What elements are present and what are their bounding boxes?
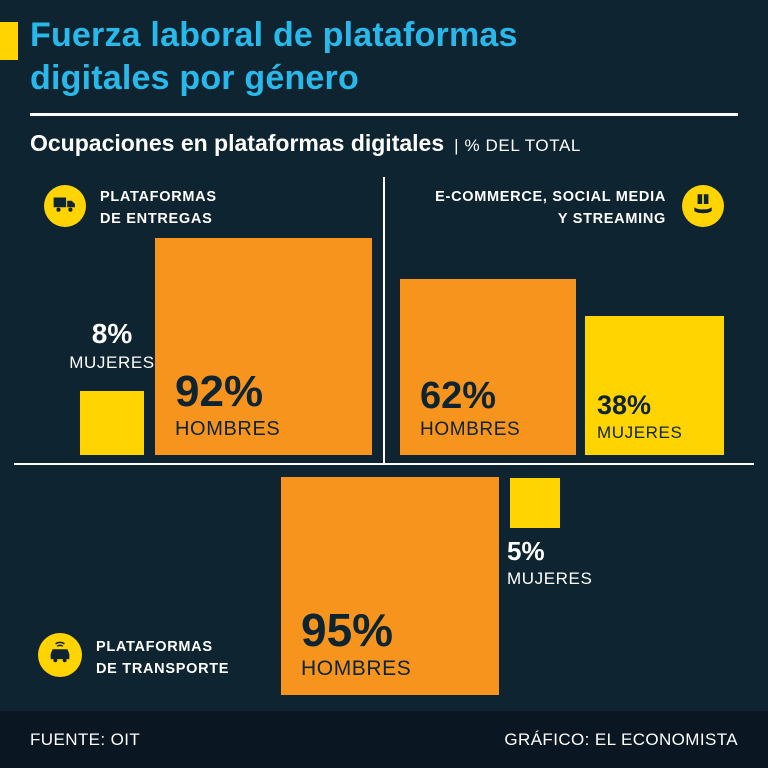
value-label: 8% <box>91 318 133 349</box>
car-signal-icon <box>46 639 74 672</box>
category-label: HOMBRES <box>175 418 281 440</box>
entregas-section-label: PLATAFORMAS DE ENTREGAS <box>100 187 217 231</box>
entregas-label-line2: DE ENTREGAS <box>100 210 213 227</box>
delivery-truck-icon <box>52 191 78 222</box>
title-line-2: digitales por género <box>30 59 359 98</box>
bar-transporte-hombres: 95% HOMBRES <box>281 477 499 695</box>
bar-entregas-mujeres <box>80 391 144 455</box>
value-label: 62% <box>420 375 497 417</box>
footer-bar: FUENTE: OIT GRÁFICO: EL ECONOMISTA <box>0 711 768 768</box>
bar-entregas-mujeres-labels: 8% MUJERES <box>48 320 176 373</box>
value-label: 92% <box>175 367 264 416</box>
transporte-section-label: PLATAFORMAS DE TRANSPORTE <box>96 637 229 681</box>
ecommerce-label-line2: Y STREAMING <box>557 210 666 227</box>
category-label: MUJERES <box>69 353 155 372</box>
value-label: 38% <box>597 390 652 420</box>
chart-subtitle-note: | % DEL TOTAL <box>454 136 581 155</box>
source-credit: FUENTE: OIT <box>30 729 141 749</box>
bar-ecommerce-hombres: 62% HOMBRES <box>400 279 576 455</box>
bar-transporte-mujeres-labels: 5% MUJERES <box>507 538 657 589</box>
title-divider <box>30 113 738 116</box>
chart-subtitle: Ocupaciones en plataformas digitales <box>30 130 445 156</box>
category-label: MUJERES <box>597 423 683 442</box>
bar-ecommerce-mujeres-labels: 38% MUJERES <box>597 392 682 443</box>
value-label: 5% <box>507 536 545 566</box>
bar-ecommerce-mujeres: 38% MUJERES <box>585 316 724 455</box>
category-label: HOMBRES <box>301 657 412 680</box>
transporte-label-line2: DE TRANSPORTE <box>96 660 230 677</box>
graphic-credit: GRÁFICO: EL ECONOMISTA <box>504 729 738 749</box>
category-label: HOMBRES <box>420 419 521 440</box>
bar-entregas-hombres: 92% HOMBRES <box>155 238 372 455</box>
accent-square <box>0 22 18 60</box>
category-label: MUJERES <box>507 569 593 588</box>
vertical-divider <box>383 177 385 463</box>
package-hand-icon <box>690 191 716 222</box>
ecommerce-icon-circle <box>682 185 724 227</box>
bar-ecommerce-hombres-labels: 62% HOMBRES <box>420 377 520 441</box>
entregas-label-line1: PLATAFORMAS <box>100 189 217 205</box>
ecommerce-section-label: E-COMMERCE, SOCIAL MEDIA Y STREAMING <box>400 187 666 231</box>
horizontal-divider <box>14 463 754 465</box>
bar-transporte-mujeres <box>510 478 560 528</box>
ecommerce-label-line1: E-COMMERCE, SOCIAL MEDIA <box>435 189 666 205</box>
bar-entregas-hombres-labels: 92% HOMBRES <box>175 370 280 441</box>
title-line-1: Fuerza laboral de plataformas <box>30 16 518 54</box>
transporte-label-line1: PLATAFORMAS <box>96 639 213 655</box>
subtitle-row: Ocupaciones en plataformas digitales | %… <box>30 130 581 157</box>
page-title: Fuerza laboral de plataformas digitales … <box>30 14 518 100</box>
entregas-icon-circle <box>44 185 86 227</box>
transporte-icon-circle <box>38 633 82 677</box>
value-label: 95% <box>301 604 394 656</box>
bar-transporte-hombres-labels: 95% HOMBRES <box>301 607 411 681</box>
